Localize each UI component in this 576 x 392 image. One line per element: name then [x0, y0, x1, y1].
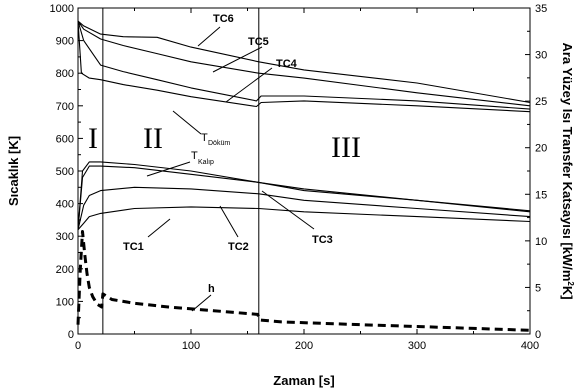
y-left-tick-label-1000: 1000	[50, 3, 74, 15]
annotation-tdokum-t: T	[201, 132, 208, 144]
series-line-tc6	[77, 20, 531, 104]
leader-h	[191, 294, 212, 312]
y-left-tick-label-800: 800	[56, 68, 74, 80]
y-right-tick-label-0: 0	[535, 329, 541, 341]
y-left-tick-label-500: 500	[56, 166, 74, 178]
y-left-tick-label-600: 600	[56, 133, 74, 145]
annotation-tc6: TC6	[213, 13, 234, 25]
region-label-ii: II	[143, 122, 163, 155]
x-tick-label-200: 200	[295, 340, 313, 352]
y-right-tick-label-25: 25	[535, 96, 547, 108]
y-left-tick-label-400: 400	[56, 199, 74, 211]
leader-tdokum	[172, 110, 202, 135]
leader-tkalip	[146, 161, 191, 177]
leader-tc4	[225, 67, 273, 103]
series-line-h	[76, 230, 531, 332]
plot-frame	[77, 7, 531, 335]
y-left-tick-label-100: 100	[56, 296, 74, 308]
annotation-tc4: TC4	[276, 58, 298, 70]
x-tick-label-400: 400	[521, 340, 539, 352]
annotation-tc3: TC3	[312, 234, 333, 246]
leader-tc3	[261, 190, 315, 230]
y-right-tick-label-35: 35	[535, 3, 547, 15]
series-line-tc1	[77, 206, 531, 231]
annotation-tc2: TC2	[228, 241, 249, 253]
y-axis-right-label-sup: 2	[566, 281, 575, 286]
x-tick-label-300: 300	[408, 340, 426, 352]
x-tick-label-100: 100	[182, 340, 200, 352]
y-left-tick-label-0: 0	[68, 329, 74, 341]
series-line-tc4	[77, 20, 531, 110]
y-axis-right-label-end: K]	[560, 286, 575, 300]
annotation-tkalip-t: T	[191, 150, 198, 162]
series-line-t-d-k-m	[77, 20, 531, 113]
leader-tc1	[147, 218, 171, 238]
annotation-leaders	[146, 26, 315, 312]
leader-tc6	[197, 26, 221, 47]
region-label-iii: III	[331, 131, 361, 164]
y-left-tick-label-900: 900	[56, 36, 74, 48]
annotation-tc5: TC5	[248, 36, 269, 48]
series-line-tc3	[77, 165, 531, 230]
region-label-i: I	[88, 122, 98, 155]
annotation-tkalip-sub: Kalıp	[198, 159, 214, 166]
y-right-tick-label-10: 10	[535, 236, 547, 248]
y-axis-right-label-main: Ara Yüzey Isı Transfer Katsayısı [kW/m	[560, 42, 575, 281]
x-tick-label-0: 0	[75, 340, 81, 352]
series-line-t-kal-p	[77, 161, 531, 230]
leader-tc5	[212, 46, 263, 73]
y-left-tick-label-700: 700	[56, 101, 74, 113]
y-left-tick-label-300: 300	[56, 231, 74, 243]
y-axis-left-label: Sıcaklık [K]	[6, 136, 21, 206]
y-right-tick-label-5: 5	[535, 282, 541, 294]
y-axis-right-label: Ara Yüzey Isı Transfer Katsayısı [kW/m2K…	[560, 42, 575, 299]
series-lines	[76, 20, 531, 332]
y-right-tick-label-30: 30	[535, 50, 547, 62]
annotation-h: h	[208, 283, 215, 295]
annotation-tdokum-sub: Döküm	[208, 140, 230, 147]
y-right-tick-label-15: 15	[535, 189, 547, 201]
y-left-tick-label-200: 200	[56, 264, 74, 276]
series-line-tc2	[77, 186, 531, 230]
leader-tc2	[219, 205, 239, 238]
annotation-tc1: TC1	[123, 241, 144, 253]
tick-group: 0 100 200 300 400010020030040050060070080090…	[50, 3, 548, 352]
series-line-tc5	[77, 20, 531, 107]
y-right-tick-label-20: 20	[535, 143, 547, 155]
x-axis-label: Zaman [s]	[273, 373, 334, 388]
